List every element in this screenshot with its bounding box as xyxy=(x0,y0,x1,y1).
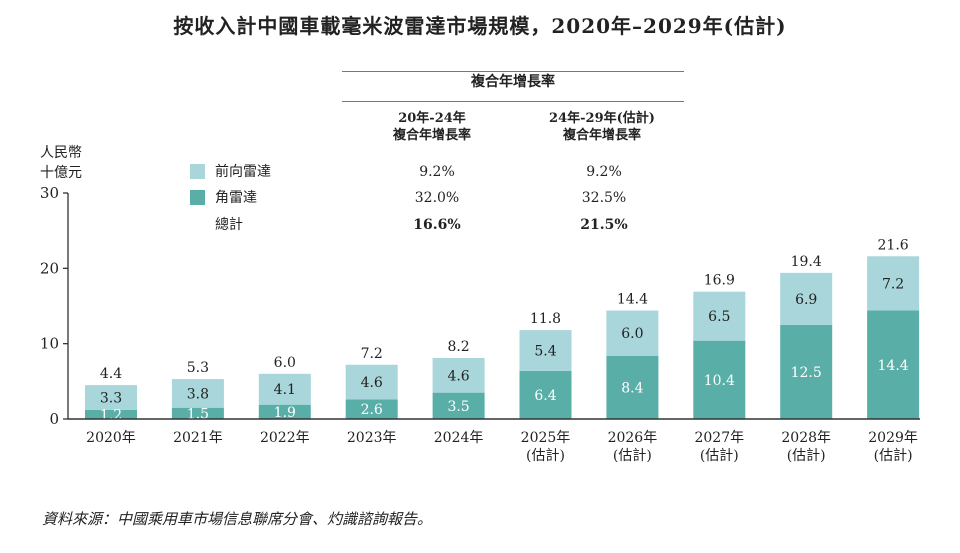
y-tick-label: 10 xyxy=(40,335,59,353)
unit-line2: 十億元 xyxy=(40,165,82,181)
x-tick-label: 2021年 xyxy=(173,430,223,446)
data-label-total: 21.6 xyxy=(878,237,909,253)
x-tick-label: 2027年 xyxy=(694,430,744,446)
legend-swatch-corner xyxy=(190,190,205,205)
cagr-total-col2: 21.5% xyxy=(580,217,628,233)
data-label-corner: 8.4 xyxy=(621,380,643,396)
unit-line1: 人民幣 xyxy=(40,145,82,161)
data-label-corner: 12.5 xyxy=(791,365,822,381)
bar-corner-radar xyxy=(258,404,311,419)
bar-front-radar xyxy=(171,379,224,408)
bar-corner-radar xyxy=(519,370,572,419)
data-label-front: 6.5 xyxy=(708,309,730,325)
y-tick-label: 0 xyxy=(49,410,59,428)
data-label-front: 6.9 xyxy=(795,292,817,308)
bar-corner-radar xyxy=(432,392,485,419)
cagr-col2-header: 24年-29年(估計) 複合年增長率 xyxy=(517,110,687,144)
cagr-header: 複合年增長率 xyxy=(471,74,555,90)
bar-corner-radar xyxy=(693,340,746,419)
cagr-corner-col2: 32.5% xyxy=(581,190,627,206)
data-label-front: 7.2 xyxy=(882,276,904,292)
data-label-corner: 1.9 xyxy=(274,405,296,421)
data-label-total: 16.9 xyxy=(704,273,735,289)
y-axis-unit: 人民幣 十億元 xyxy=(40,143,82,183)
y-tick-label: 30 xyxy=(40,184,59,202)
cagr-front-col2: 9.2% xyxy=(586,164,622,180)
data-label-front: 3.8 xyxy=(187,386,209,402)
y-tick-label: 20 xyxy=(40,259,59,277)
x-tick-label: 2023年 xyxy=(347,430,397,446)
data-label-corner: 6.4 xyxy=(534,388,556,404)
x-tick-label: 2024年 xyxy=(434,430,484,446)
x-tick-label: (估計) xyxy=(526,448,565,464)
x-tick-label: (估計) xyxy=(787,448,826,464)
x-tick-label: 2028年 xyxy=(781,430,831,446)
legend-label-corner: 角雷達 xyxy=(215,190,257,206)
bar-corner-radar xyxy=(171,407,224,419)
cagr-top-rule xyxy=(342,71,684,72)
data-label-total: 7.2 xyxy=(361,346,383,362)
x-tick-label: 2026年 xyxy=(608,430,658,446)
bar-front-radar xyxy=(85,385,137,410)
bar-front-radar xyxy=(867,256,920,311)
data-label-corner: 10.4 xyxy=(704,373,735,389)
data-label-corner: 1.5 xyxy=(187,406,209,422)
data-label-total: 5.3 xyxy=(187,360,209,376)
x-tick-label: (估計) xyxy=(700,448,739,464)
cagr-col1-line2: 複合年增長率 xyxy=(392,128,471,143)
data-label-corner: 2.6 xyxy=(361,402,383,418)
data-label-total: 8.2 xyxy=(447,339,469,355)
legend-swatch-front xyxy=(190,164,205,179)
cagr-col1-line1: 20年-24年 xyxy=(398,111,466,126)
cagr-front-col1: 9.2% xyxy=(419,164,455,180)
cagr-col2-line2: 複合年增長率 xyxy=(562,128,641,143)
data-label-total: 19.4 xyxy=(791,254,822,270)
bar-corner-radar xyxy=(85,409,137,419)
data-label-front: 4.6 xyxy=(361,375,383,391)
data-label-front: 3.3 xyxy=(100,391,122,407)
bar-front-radar xyxy=(345,364,398,400)
data-label-corner: 14.4 xyxy=(878,358,909,374)
cagr-header-rule xyxy=(342,101,684,102)
x-tick-label: 2022年 xyxy=(260,430,310,446)
bar-front-radar xyxy=(693,291,746,341)
cagr-corner-col1: 32.0% xyxy=(414,190,460,206)
data-label-front: 6.0 xyxy=(621,326,643,342)
data-label-total: 11.8 xyxy=(530,311,561,327)
bar-corner-radar xyxy=(345,399,398,419)
data-label-total: 4.4 xyxy=(100,366,122,382)
data-label-total: 14.4 xyxy=(617,292,648,308)
bar-corner-radar xyxy=(606,355,659,419)
bar-front-radar xyxy=(432,357,485,393)
chart-title: 按收入計中國車載毫米波雷達市場規模，2020年–2029年(估計) xyxy=(173,14,787,38)
bar-corner-radar xyxy=(867,310,920,419)
x-tick-label: (估計) xyxy=(874,448,913,464)
x-tick-label: 2025年 xyxy=(521,430,571,446)
data-label-front: 5.4 xyxy=(534,343,556,359)
bar-front-radar xyxy=(780,272,833,325)
data-label-corner: 1.2 xyxy=(100,407,122,423)
bar-front-radar xyxy=(258,373,311,405)
data-label-front: 4.1 xyxy=(274,382,296,398)
x-tick-label: (估計) xyxy=(613,448,652,464)
data-label-front: 4.6 xyxy=(447,368,469,384)
bar-front-radar xyxy=(606,310,659,356)
bar-front-radar xyxy=(519,330,572,371)
legend-label-total: 總計 xyxy=(215,217,243,233)
bar-corner-radar xyxy=(780,324,833,419)
data-label-total: 6.0 xyxy=(274,355,296,371)
cagr-col1-header: 20年-24年 複合年增長率 xyxy=(347,110,517,144)
cagr-total-col1: 16.6% xyxy=(413,217,461,233)
legend-label-front: 前向雷達 xyxy=(215,164,271,180)
cagr-col2-line1: 24年-29年(估計) xyxy=(549,111,655,126)
x-tick-label: 2020年 xyxy=(86,430,136,446)
data-label-corner: 3.5 xyxy=(447,399,469,415)
x-tick-label: 2029年 xyxy=(868,430,918,446)
source-note: 資料來源：中國乘用車市場信息聯席分會、灼識諮詢報告。 xyxy=(42,510,433,528)
